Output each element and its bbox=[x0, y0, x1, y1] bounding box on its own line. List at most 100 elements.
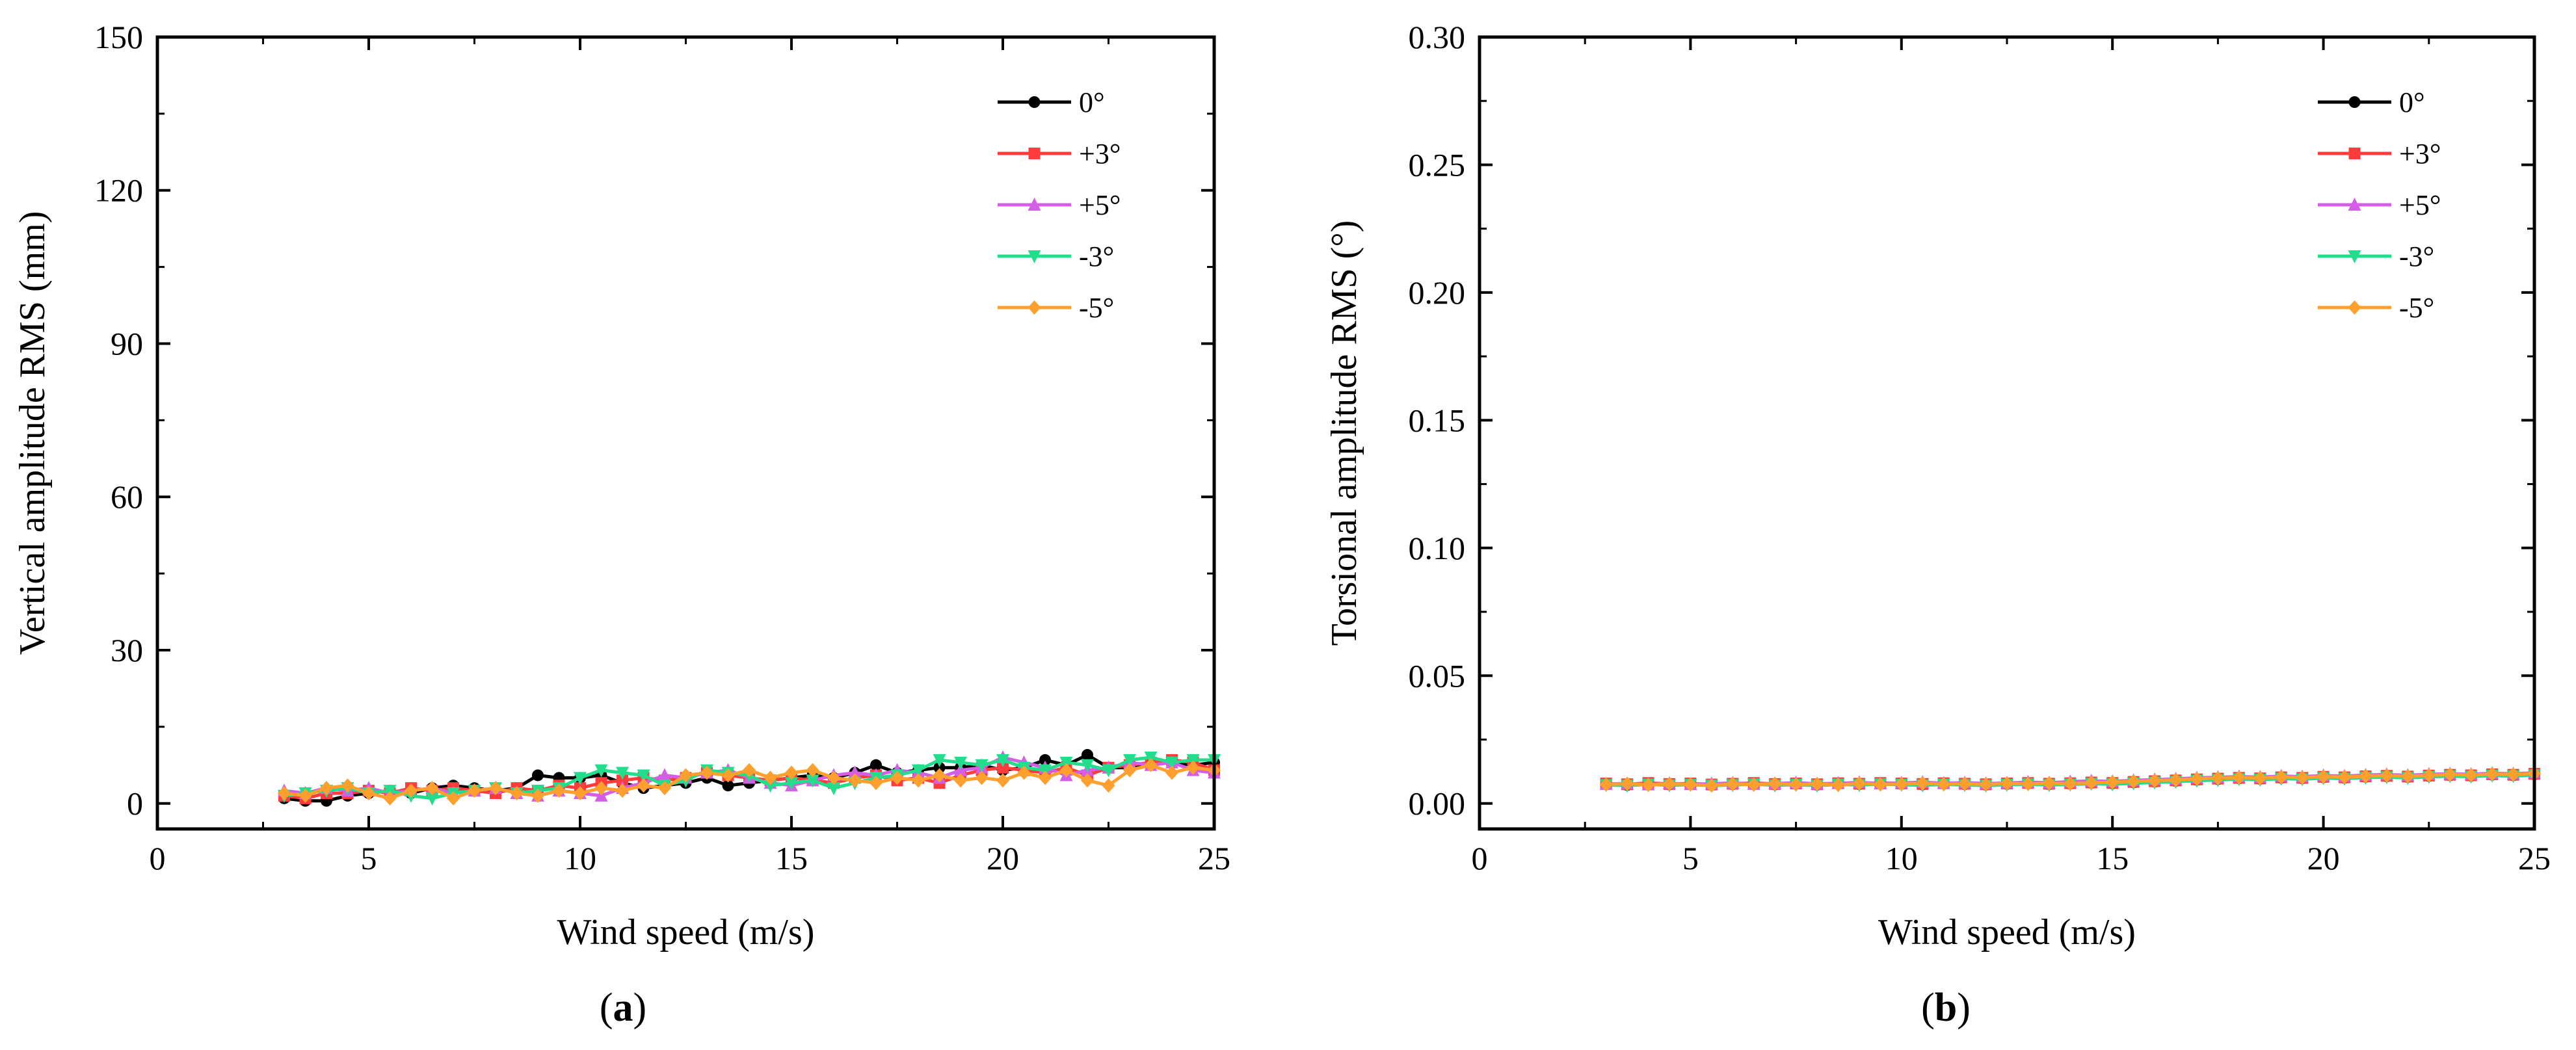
data-point bbox=[616, 767, 629, 780]
panel-label-letter: a bbox=[613, 986, 633, 1030]
data-point bbox=[1165, 756, 1178, 770]
data-point bbox=[1874, 777, 1887, 792]
data-point bbox=[1102, 764, 1115, 778]
y-tick-label: 0.30 bbox=[1409, 19, 1466, 55]
data-point bbox=[1852, 776, 1866, 791]
data-point bbox=[722, 780, 734, 792]
data-point bbox=[954, 773, 967, 788]
legend-label: -3° bbox=[2399, 241, 2434, 272]
data-point bbox=[1081, 773, 1094, 788]
panel-label-open: ( bbox=[600, 986, 613, 1030]
data-point bbox=[2148, 773, 2162, 788]
data-point bbox=[2021, 776, 2035, 791]
y-tick-label: 0.20 bbox=[1409, 274, 1466, 311]
data-point bbox=[1039, 770, 1052, 785]
data-point bbox=[425, 781, 439, 796]
data-point bbox=[1789, 777, 1803, 792]
x-tick-label: 15 bbox=[775, 840, 808, 876]
data-point bbox=[2253, 770, 2267, 785]
panel-label-close: ) bbox=[1957, 986, 1971, 1030]
data-point bbox=[1123, 754, 1136, 767]
data-point bbox=[2401, 769, 2415, 784]
x-tick-label: 20 bbox=[2307, 840, 2340, 876]
legend-marker bbox=[2348, 198, 2361, 211]
data-point bbox=[996, 754, 1009, 767]
legend-entry-1: +3° bbox=[2318, 138, 2441, 170]
data-point bbox=[827, 782, 840, 796]
data-point bbox=[679, 768, 693, 783]
legend-label: 0° bbox=[1079, 86, 1105, 118]
panel-label: (b) bbox=[1921, 986, 1971, 1030]
legend-marker bbox=[1028, 300, 1041, 315]
data-point bbox=[489, 781, 502, 796]
data-point bbox=[785, 765, 798, 780]
legend-marker bbox=[2348, 250, 2361, 263]
panel-label-letter: b bbox=[1935, 986, 1957, 1030]
data-point bbox=[637, 769, 650, 783]
data-point bbox=[721, 768, 735, 783]
y-axis-title: Vertical amplitude RMS (mm) bbox=[12, 211, 53, 655]
data-point bbox=[1144, 757, 1158, 772]
legend-marker bbox=[1028, 148, 1041, 159]
data-point bbox=[2380, 768, 2393, 783]
data-point bbox=[2064, 776, 2077, 791]
legend-entry-3: -3° bbox=[2318, 241, 2434, 272]
data-point bbox=[1641, 778, 1655, 793]
data-point bbox=[933, 754, 946, 767]
legend-label: 0° bbox=[2399, 86, 2425, 118]
data-point bbox=[574, 785, 587, 800]
data-point bbox=[1081, 759, 1094, 772]
y-tick-label: 0.05 bbox=[1409, 657, 1466, 694]
data-point bbox=[1894, 776, 1908, 791]
y-tick-label: 150 bbox=[94, 19, 143, 55]
x-axis-title: Wind speed (m/s) bbox=[557, 912, 815, 952]
data-point bbox=[1621, 776, 1634, 791]
data-point bbox=[870, 776, 883, 791]
data-point bbox=[1039, 754, 1051, 766]
data-point bbox=[700, 765, 713, 780]
data-point bbox=[2296, 770, 2309, 785]
data-point bbox=[278, 785, 291, 800]
data-point bbox=[1768, 776, 1782, 791]
data-point bbox=[1684, 777, 1697, 792]
data-point bbox=[383, 791, 397, 806]
data-point bbox=[954, 756, 967, 770]
data-point bbox=[2338, 770, 2352, 785]
x-tick-label: 25 bbox=[1198, 840, 1230, 876]
data-point bbox=[2000, 776, 2013, 791]
chart-panel-b: 0 5 10 15 20 25 0.00 0.05 0.10 0.15 0.20 0.25 0.30 Wi… bbox=[1324, 19, 2551, 1030]
y-tick-label: 0.00 bbox=[1409, 785, 1466, 822]
data-point bbox=[510, 785, 524, 800]
y-axis-title: Torsional amplitude RMS (°) bbox=[1324, 220, 1364, 646]
y-tick-label: 90 bbox=[111, 325, 143, 361]
legend-label: +3° bbox=[2399, 138, 2441, 170]
data-point bbox=[975, 770, 989, 785]
y-tick-label: 0.15 bbox=[1409, 402, 1466, 438]
data-point bbox=[764, 780, 777, 793]
data-point bbox=[2211, 770, 2225, 785]
legend-entry-2: +5° bbox=[2318, 189, 2441, 221]
data-point bbox=[594, 764, 608, 778]
data-point bbox=[764, 770, 777, 785]
data-point bbox=[574, 772, 587, 785]
x-tick-label: 15 bbox=[2096, 840, 2129, 876]
panel-label-open: ( bbox=[1921, 986, 1935, 1030]
data-point bbox=[1662, 776, 1676, 791]
data-point bbox=[299, 788, 312, 803]
data-point bbox=[594, 781, 608, 796]
x-axis-title: Wind speed (m/s) bbox=[1878, 912, 2136, 952]
data-point bbox=[2190, 771, 2203, 786]
x-tick-label: 10 bbox=[1885, 840, 1918, 876]
legend-marker bbox=[2348, 148, 2361, 159]
data-point bbox=[616, 783, 629, 798]
data-point bbox=[637, 778, 650, 793]
data-point bbox=[1747, 778, 1760, 793]
x-tick-label: 10 bbox=[564, 840, 596, 876]
plot-frame bbox=[155, 35, 1216, 831]
plot-frame bbox=[1478, 35, 2536, 831]
panel-label-close: ) bbox=[633, 986, 647, 1030]
legend-marker bbox=[2348, 96, 2361, 108]
data-point bbox=[806, 774, 819, 788]
data-point bbox=[996, 773, 1009, 788]
